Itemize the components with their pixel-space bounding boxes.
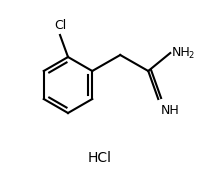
Text: 2: 2: [188, 51, 193, 60]
Text: NH: NH: [161, 104, 180, 117]
Text: Cl: Cl: [54, 19, 66, 32]
Text: HCl: HCl: [88, 151, 112, 165]
Text: NH: NH: [172, 47, 191, 60]
